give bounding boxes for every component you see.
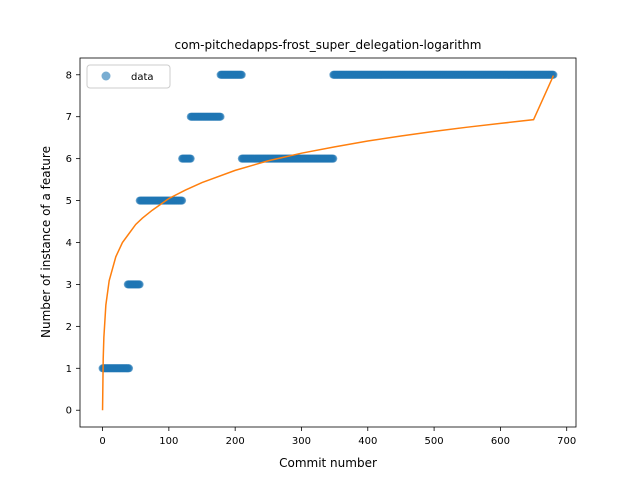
y-tick-label: 7 <box>66 112 72 123</box>
data-point <box>549 70 558 79</box>
chart-title: com-pitchedapps-frost_super_delegation-l… <box>175 38 482 52</box>
data-point <box>125 364 134 373</box>
x-axis-title: Commit number <box>279 456 377 470</box>
data-point <box>186 154 195 163</box>
data-point <box>135 280 144 289</box>
x-tick-label: 700 <box>557 436 576 447</box>
axes-frame <box>79 57 577 428</box>
x-tick-label: 600 <box>491 436 510 447</box>
x-tick-label: 200 <box>226 436 245 447</box>
y-tick-label: 0 <box>66 406 72 417</box>
legend-box <box>86 64 171 89</box>
y-tick-label: 2 <box>66 322 72 333</box>
legend: data <box>86 64 171 89</box>
legend-label: data <box>131 72 154 83</box>
y-tick-label: 1 <box>66 364 72 375</box>
x-tick-label: 100 <box>159 436 178 447</box>
y-tick-label: 5 <box>66 196 72 207</box>
data-point <box>216 112 225 121</box>
y-tick-label: 4 <box>66 238 72 249</box>
x-tick-label: 300 <box>292 436 311 447</box>
x-tick-label: 0 <box>99 436 105 447</box>
fit-line <box>101 75 555 411</box>
data-point <box>329 154 338 163</box>
y-tick-label: 6 <box>66 154 72 165</box>
data-series <box>98 70 558 373</box>
x-tick-label: 500 <box>425 436 444 447</box>
y-tick-label: 3 <box>66 280 72 291</box>
y-axis-title: Number of instance of a feature <box>39 146 53 338</box>
legend-marker <box>101 71 111 81</box>
data-point <box>237 70 246 79</box>
plot-area: 0 100 200 300 400 500 600 700 0 1 2 3 4 5 6 7 8 <box>66 57 577 447</box>
y-tick-label: 8 <box>66 70 72 81</box>
data-point <box>178 196 187 205</box>
x-tick-label: 400 <box>358 436 377 447</box>
